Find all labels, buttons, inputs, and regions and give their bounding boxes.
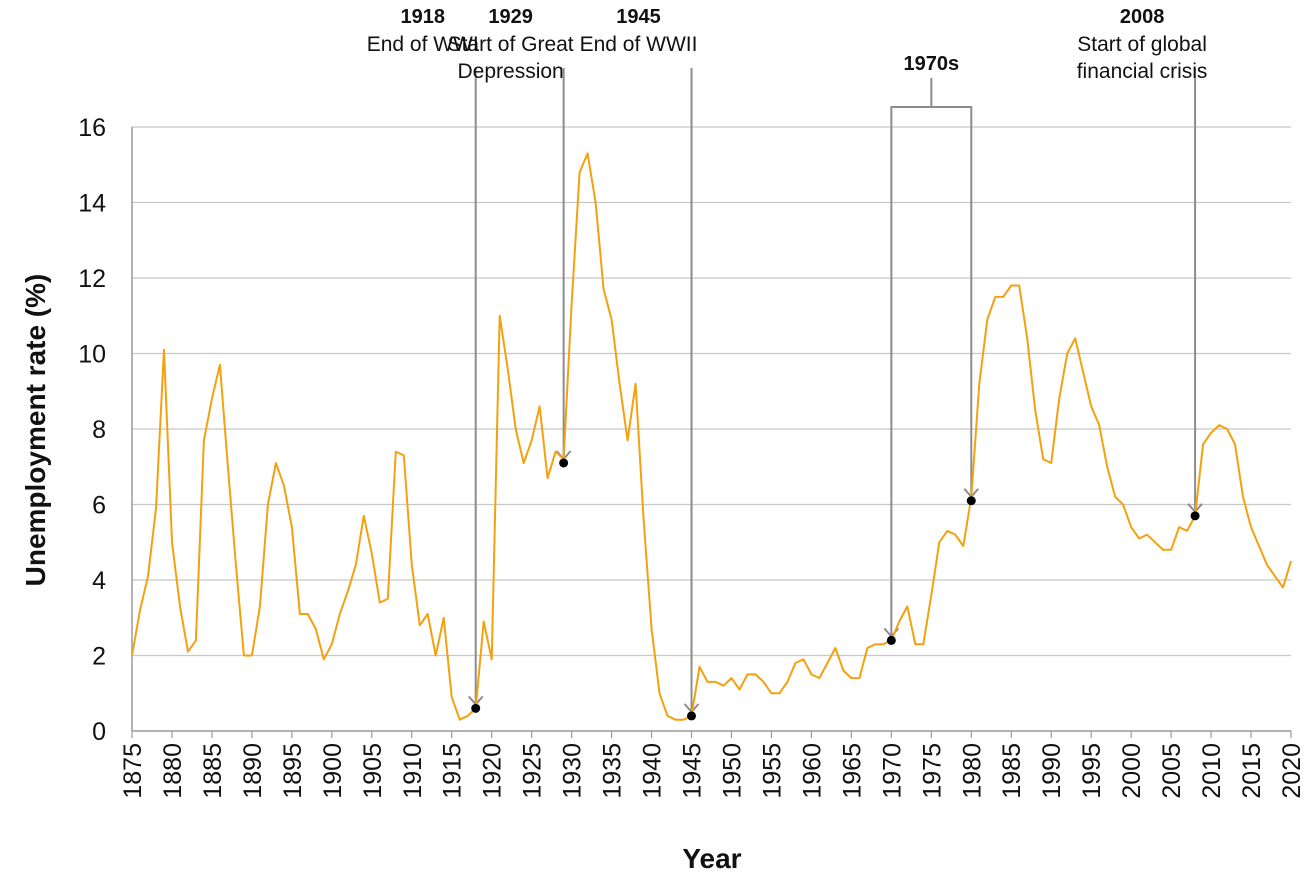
- annotation-text-1929-1: Depression: [458, 60, 564, 83]
- x-tick-label-1905: 1905: [359, 743, 387, 799]
- gridlines: [132, 126, 1291, 657]
- y-tick-label-10: 10: [78, 341, 106, 369]
- x-tick-label-1925: 1925: [519, 743, 547, 799]
- annotation-point-1929: [559, 458, 569, 468]
- x-tick-label-1995: 1995: [1078, 743, 1106, 799]
- x-tick-label-1890: 1890: [239, 743, 267, 799]
- annotation-point-2008: [1190, 511, 1200, 521]
- bracket-label-1970s: 1970s: [903, 53, 959, 75]
- x-tick-label-1920: 1920: [479, 743, 507, 799]
- bracket-1970s: [890, 106, 973, 637]
- axes: [131, 127, 1291, 732]
- annotations: 1918 End of WWI 1929 Start of Great Depressi…: [367, 6, 1208, 714]
- x-tick-label-1895: 1895: [279, 743, 307, 799]
- x-tick-label-2010: 2010: [1198, 743, 1226, 799]
- x-tick-label-1980: 1980: [958, 743, 986, 799]
- x-tick-label-1990: 1990: [1038, 743, 1066, 799]
- y-ticks: 0 2 4 6 8 10 12 14 16: [78, 114, 106, 746]
- unemployment-line: [131, 152, 1292, 721]
- x-tick-label-1930: 1930: [559, 743, 587, 799]
- x-tick-label-2000: 2000: [1118, 743, 1146, 799]
- x-tick-label-2020: 2020: [1278, 743, 1306, 799]
- annotation-text-2008-0: Start of global: [1077, 33, 1207, 56]
- y-tick-label-16: 16: [78, 114, 106, 142]
- annotation-text-1918-0: End of WWI: [367, 33, 479, 56]
- annotation-point-1945: [687, 711, 697, 721]
- annotation-year-2008: 2008: [1120, 6, 1165, 28]
- x-tick-label-1950: 1950: [718, 743, 746, 799]
- x-ticks: 1875 1880 1885 1890 1895 1900 1905 1910 1915 1920…: [119, 731, 1306, 799]
- x-tick-label-2005: 2005: [1158, 743, 1186, 799]
- x-tick-label-1965: 1965: [838, 743, 866, 799]
- x-tick-label-1985: 1985: [998, 743, 1026, 799]
- x-tick-label-1945: 1945: [679, 743, 707, 799]
- x-tick-label-1975: 1975: [918, 743, 946, 799]
- x-tick-label-1915: 1915: [439, 743, 467, 799]
- annotation-point-1918: [471, 703, 481, 713]
- y-tick-label-12: 12: [78, 265, 106, 293]
- x-tick-label-1880: 1880: [159, 743, 187, 799]
- y-tick-label-4: 4: [92, 567, 106, 595]
- x-tick-label-1940: 1940: [639, 743, 667, 799]
- x-axis-title: Year: [682, 843, 741, 874]
- x-tick-label-2015: 2015: [1238, 743, 1266, 799]
- bracket-point-end: [966, 496, 976, 506]
- x-tick-label-1960: 1960: [798, 743, 826, 799]
- x-tick-label-1900: 1900: [319, 743, 347, 799]
- annotation-text-1945-0: End of WWII: [580, 33, 698, 56]
- y-tick-label-6: 6: [92, 492, 106, 520]
- x-tick-label-1885: 1885: [199, 743, 227, 799]
- series: [131, 152, 1292, 721]
- annotation-text-2008-1: financial crisis: [1077, 60, 1208, 83]
- annotation-text-1929-0: Start of Great: [448, 33, 574, 56]
- markers: [471, 458, 1200, 721]
- x-tick-label-1955: 1955: [758, 743, 786, 799]
- bracket-point-start: [886, 635, 896, 645]
- x-tick-label-1935: 1935: [599, 743, 627, 799]
- annotation-year-1929: 1929: [488, 6, 533, 28]
- y-tick-label-8: 8: [92, 416, 106, 444]
- y-tick-label-2: 2: [92, 643, 106, 671]
- y-axis-title: Unemployment rate (%): [20, 274, 51, 587]
- annotation-year-1918: 1918: [400, 6, 445, 28]
- y-tick-label-0: 0: [92, 718, 106, 746]
- y-tick-label-14: 14: [78, 190, 106, 218]
- x-tick-label-1875: 1875: [119, 743, 147, 799]
- annotation-year-1945: 1945: [616, 6, 661, 28]
- x-tick-label-1910: 1910: [399, 743, 427, 799]
- x-tick-label-1970: 1970: [878, 743, 906, 799]
